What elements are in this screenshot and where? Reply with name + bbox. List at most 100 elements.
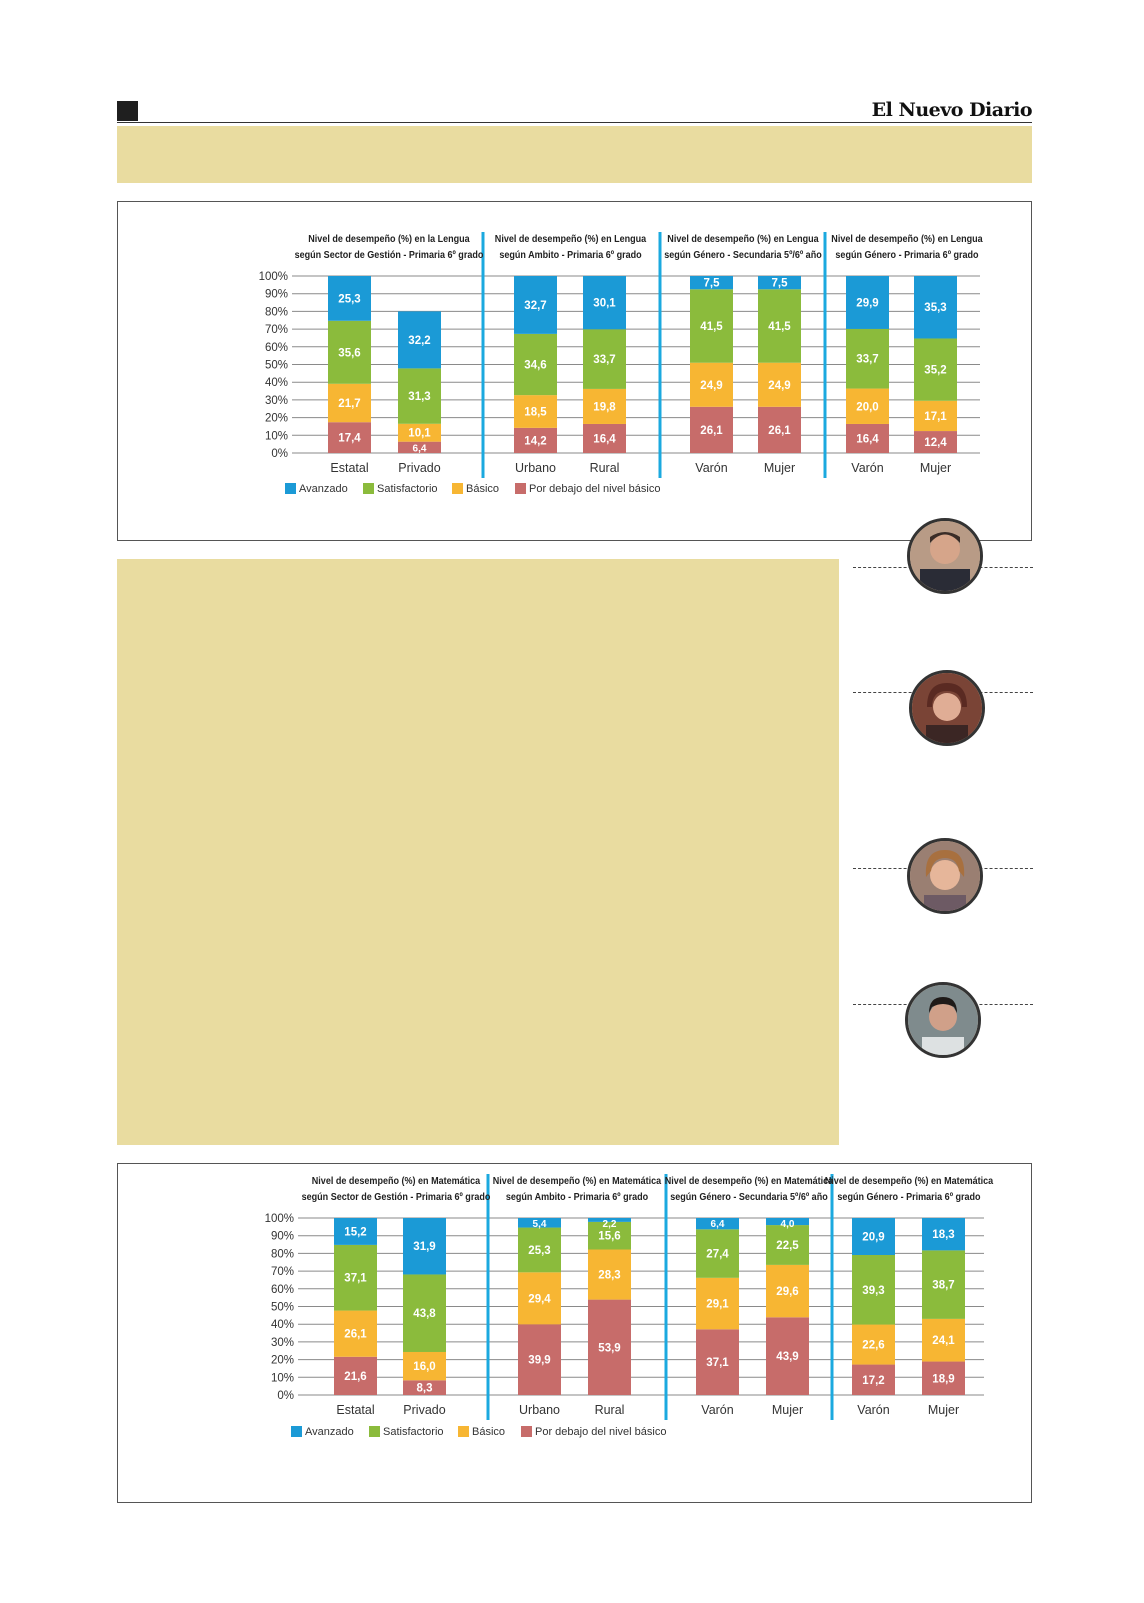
group-title: según Sector de Gestión - Primaria 6º gr… <box>295 249 484 261</box>
bar-segment <box>583 276 626 330</box>
y-tick-label: 100% <box>259 271 288 283</box>
data-label: 24,9 <box>700 380 722 392</box>
bar-segment <box>690 406 733 453</box>
legend-label: Avanzado <box>305 1426 354 1438</box>
bar-segment <box>846 388 889 424</box>
bar-segment <box>514 395 557 428</box>
bar-segment <box>328 276 371 321</box>
data-label: 30,1 <box>593 298 616 310</box>
data-label: 15,6 <box>598 1231 620 1243</box>
data-label: 22,5 <box>776 1240 799 1252</box>
data-label: 35,3 <box>924 302 946 314</box>
legend-label: Básico <box>466 483 499 495</box>
page-marker <box>117 101 138 121</box>
bar-segment <box>403 1380 446 1395</box>
category-label: Privado <box>403 1403 445 1417</box>
data-label: 24,9 <box>768 380 790 392</box>
group-title: Nivel de desempeño (%) en Lengua <box>667 233 819 245</box>
bar-segment <box>766 1218 809 1226</box>
data-label: 25,3 <box>338 293 360 305</box>
top-band <box>117 126 1032 183</box>
category-label: Mujer <box>928 1403 959 1417</box>
y-tick-label: 60% <box>265 342 288 354</box>
data-label: 29,1 <box>706 1299 729 1311</box>
data-label: 17,1 <box>924 411 947 423</box>
group-title: según Sector de Gestión - Primaria 6º gr… <box>302 1191 491 1203</box>
data-label: 6,4 <box>413 443 427 454</box>
data-label: 5,4 <box>533 1219 547 1230</box>
category-label: Estatal <box>336 1403 374 1417</box>
y-tick-label: 70% <box>271 1266 294 1278</box>
data-label: 24,1 <box>932 1335 955 1347</box>
data-label: 19,8 <box>593 401 616 413</box>
bar-segment <box>334 1218 377 1245</box>
bar-segment <box>588 1249 631 1300</box>
data-label: 39,3 <box>862 1285 884 1297</box>
data-label: 43,8 <box>413 1308 436 1320</box>
data-label: 35,2 <box>924 365 946 377</box>
data-label: 17,4 <box>338 433 361 445</box>
bar-segment <box>766 1225 809 1265</box>
data-label: 41,5 <box>768 321 791 333</box>
bar-segment <box>852 1364 895 1395</box>
data-label: 17,2 <box>862 1375 884 1387</box>
category-label: Varón <box>701 1403 733 1417</box>
bar-segment <box>852 1218 895 1255</box>
data-label: 7,5 <box>772 278 789 290</box>
legend-swatch <box>285 483 296 494</box>
bar-segment <box>914 431 957 453</box>
portrait-avatar <box>909 670 985 746</box>
data-label: 29,4 <box>528 1293 551 1305</box>
group-title: Nivel de desempeño (%) en Matemática <box>312 1175 481 1187</box>
data-label: 12,4 <box>924 437 947 449</box>
legend-swatch <box>291 1426 302 1437</box>
data-label: 39,9 <box>528 1355 550 1367</box>
category-label: Varón <box>695 461 727 475</box>
chart-lengua-svg: 100% 90% 80% 70% 60% 50% 40% 30% 20% 10% 0% Nivel d… <box>259 232 983 495</box>
portrait-woman-icon <box>910 841 980 911</box>
bar-segment <box>922 1361 965 1395</box>
y-tick-label: 10% <box>265 430 288 442</box>
bar-segment <box>518 1324 561 1395</box>
y-tick-label: 30% <box>271 1337 294 1349</box>
category-label: Mujer <box>920 461 951 475</box>
legend-label: Por debajo del nivel básico <box>529 483 660 495</box>
group-title: según Género - Secundaria 5º/6º año <box>664 249 821 261</box>
portrait-man-icon <box>910 521 980 591</box>
bar-segment <box>334 1356 377 1395</box>
bar-segment <box>328 383 371 423</box>
chart-matematica-svg: 100% 90% 80% 70% 60% 50% 40% 30% 20% 10% 0% Nivel d… <box>265 1174 994 1438</box>
data-label: 27,4 <box>706 1249 729 1261</box>
data-label: 4,0 <box>781 1219 795 1230</box>
y-tick-label: 70% <box>265 324 288 336</box>
bar-segment <box>514 427 557 453</box>
portrait-avatar <box>907 518 983 594</box>
y-tick-label: 50% <box>265 360 288 372</box>
group-title: Nivel de desempeño (%) en Matemática <box>665 1175 834 1187</box>
group-title: según Ambito - Primaria 6º grado <box>499 249 641 261</box>
bar-segment <box>403 1351 446 1381</box>
data-label: 18,9 <box>932 1373 954 1385</box>
y-tick-label: 40% <box>265 377 288 389</box>
y-tick-label: 80% <box>265 306 288 318</box>
legend-swatch <box>458 1426 469 1437</box>
data-label: 32,2 <box>408 335 430 347</box>
group-title: según Ambito - Primaria 6º grado <box>506 1191 648 1203</box>
data-label: 31,9 <box>413 1241 435 1253</box>
category-label: Urbano <box>519 1403 560 1417</box>
bar-segment <box>518 1218 561 1228</box>
y-tick-label: 40% <box>271 1319 294 1331</box>
bar-segment <box>758 276 801 290</box>
y-tick-label: 90% <box>271 1231 294 1243</box>
y-tick-label: 60% <box>271 1284 294 1296</box>
bar-segment <box>398 368 441 424</box>
data-label: 37,1 <box>344 1273 367 1285</box>
data-label: 7,5 <box>704 278 721 290</box>
bar-segment <box>583 388 626 424</box>
bar-segment <box>846 276 889 329</box>
data-label: 34,6 <box>524 360 546 372</box>
portrait-avatar <box>907 838 983 914</box>
y-tick-label: 0% <box>277 1390 294 1402</box>
header-rule <box>117 122 1032 123</box>
data-label: 25,3 <box>528 1245 550 1257</box>
